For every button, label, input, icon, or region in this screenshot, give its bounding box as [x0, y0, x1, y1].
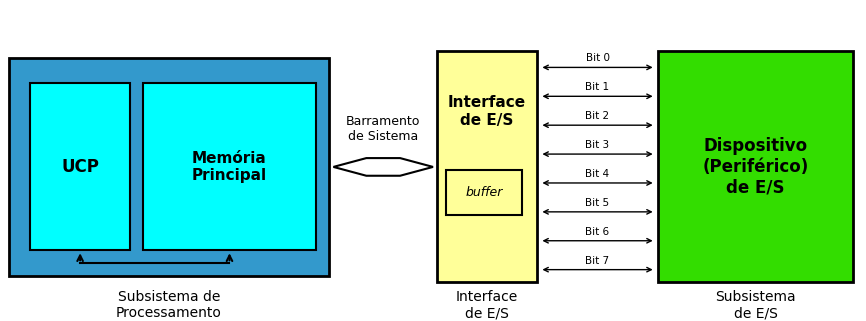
Text: buffer: buffer — [465, 186, 503, 199]
Text: Bit 3: Bit 3 — [585, 140, 610, 150]
Text: Bit 4: Bit 4 — [585, 169, 610, 179]
FancyBboxPatch shape — [446, 170, 522, 215]
Text: Bit 5: Bit 5 — [585, 198, 610, 208]
FancyBboxPatch shape — [30, 83, 130, 250]
Text: Subsistema
de E/S: Subsistema de E/S — [715, 290, 796, 320]
Text: Bit 7: Bit 7 — [585, 256, 610, 266]
Text: Dispositivo
(Periférico)
de E/S: Dispositivo (Periférico) de E/S — [702, 137, 809, 197]
Text: Bit 2: Bit 2 — [585, 111, 610, 121]
Text: Bit 1: Bit 1 — [585, 82, 610, 92]
Text: Interface
de E/S: Interface de E/S — [456, 290, 518, 320]
Polygon shape — [333, 158, 433, 176]
Text: Barramento
de Sistema: Barramento de Sistema — [346, 115, 420, 143]
Text: Memória
Principal: Memória Principal — [192, 151, 267, 183]
Text: Bit 6: Bit 6 — [585, 227, 610, 237]
FancyBboxPatch shape — [143, 83, 316, 250]
Text: Bit 0: Bit 0 — [585, 53, 610, 64]
FancyBboxPatch shape — [9, 58, 329, 276]
Text: UCP: UCP — [61, 158, 99, 176]
Text: Subsistema de
Processamento: Subsistema de Processamento — [116, 290, 222, 320]
FancyBboxPatch shape — [658, 51, 853, 282]
Text: Interface
de E/S: Interface de E/S — [448, 95, 527, 128]
FancyBboxPatch shape — [437, 51, 537, 282]
